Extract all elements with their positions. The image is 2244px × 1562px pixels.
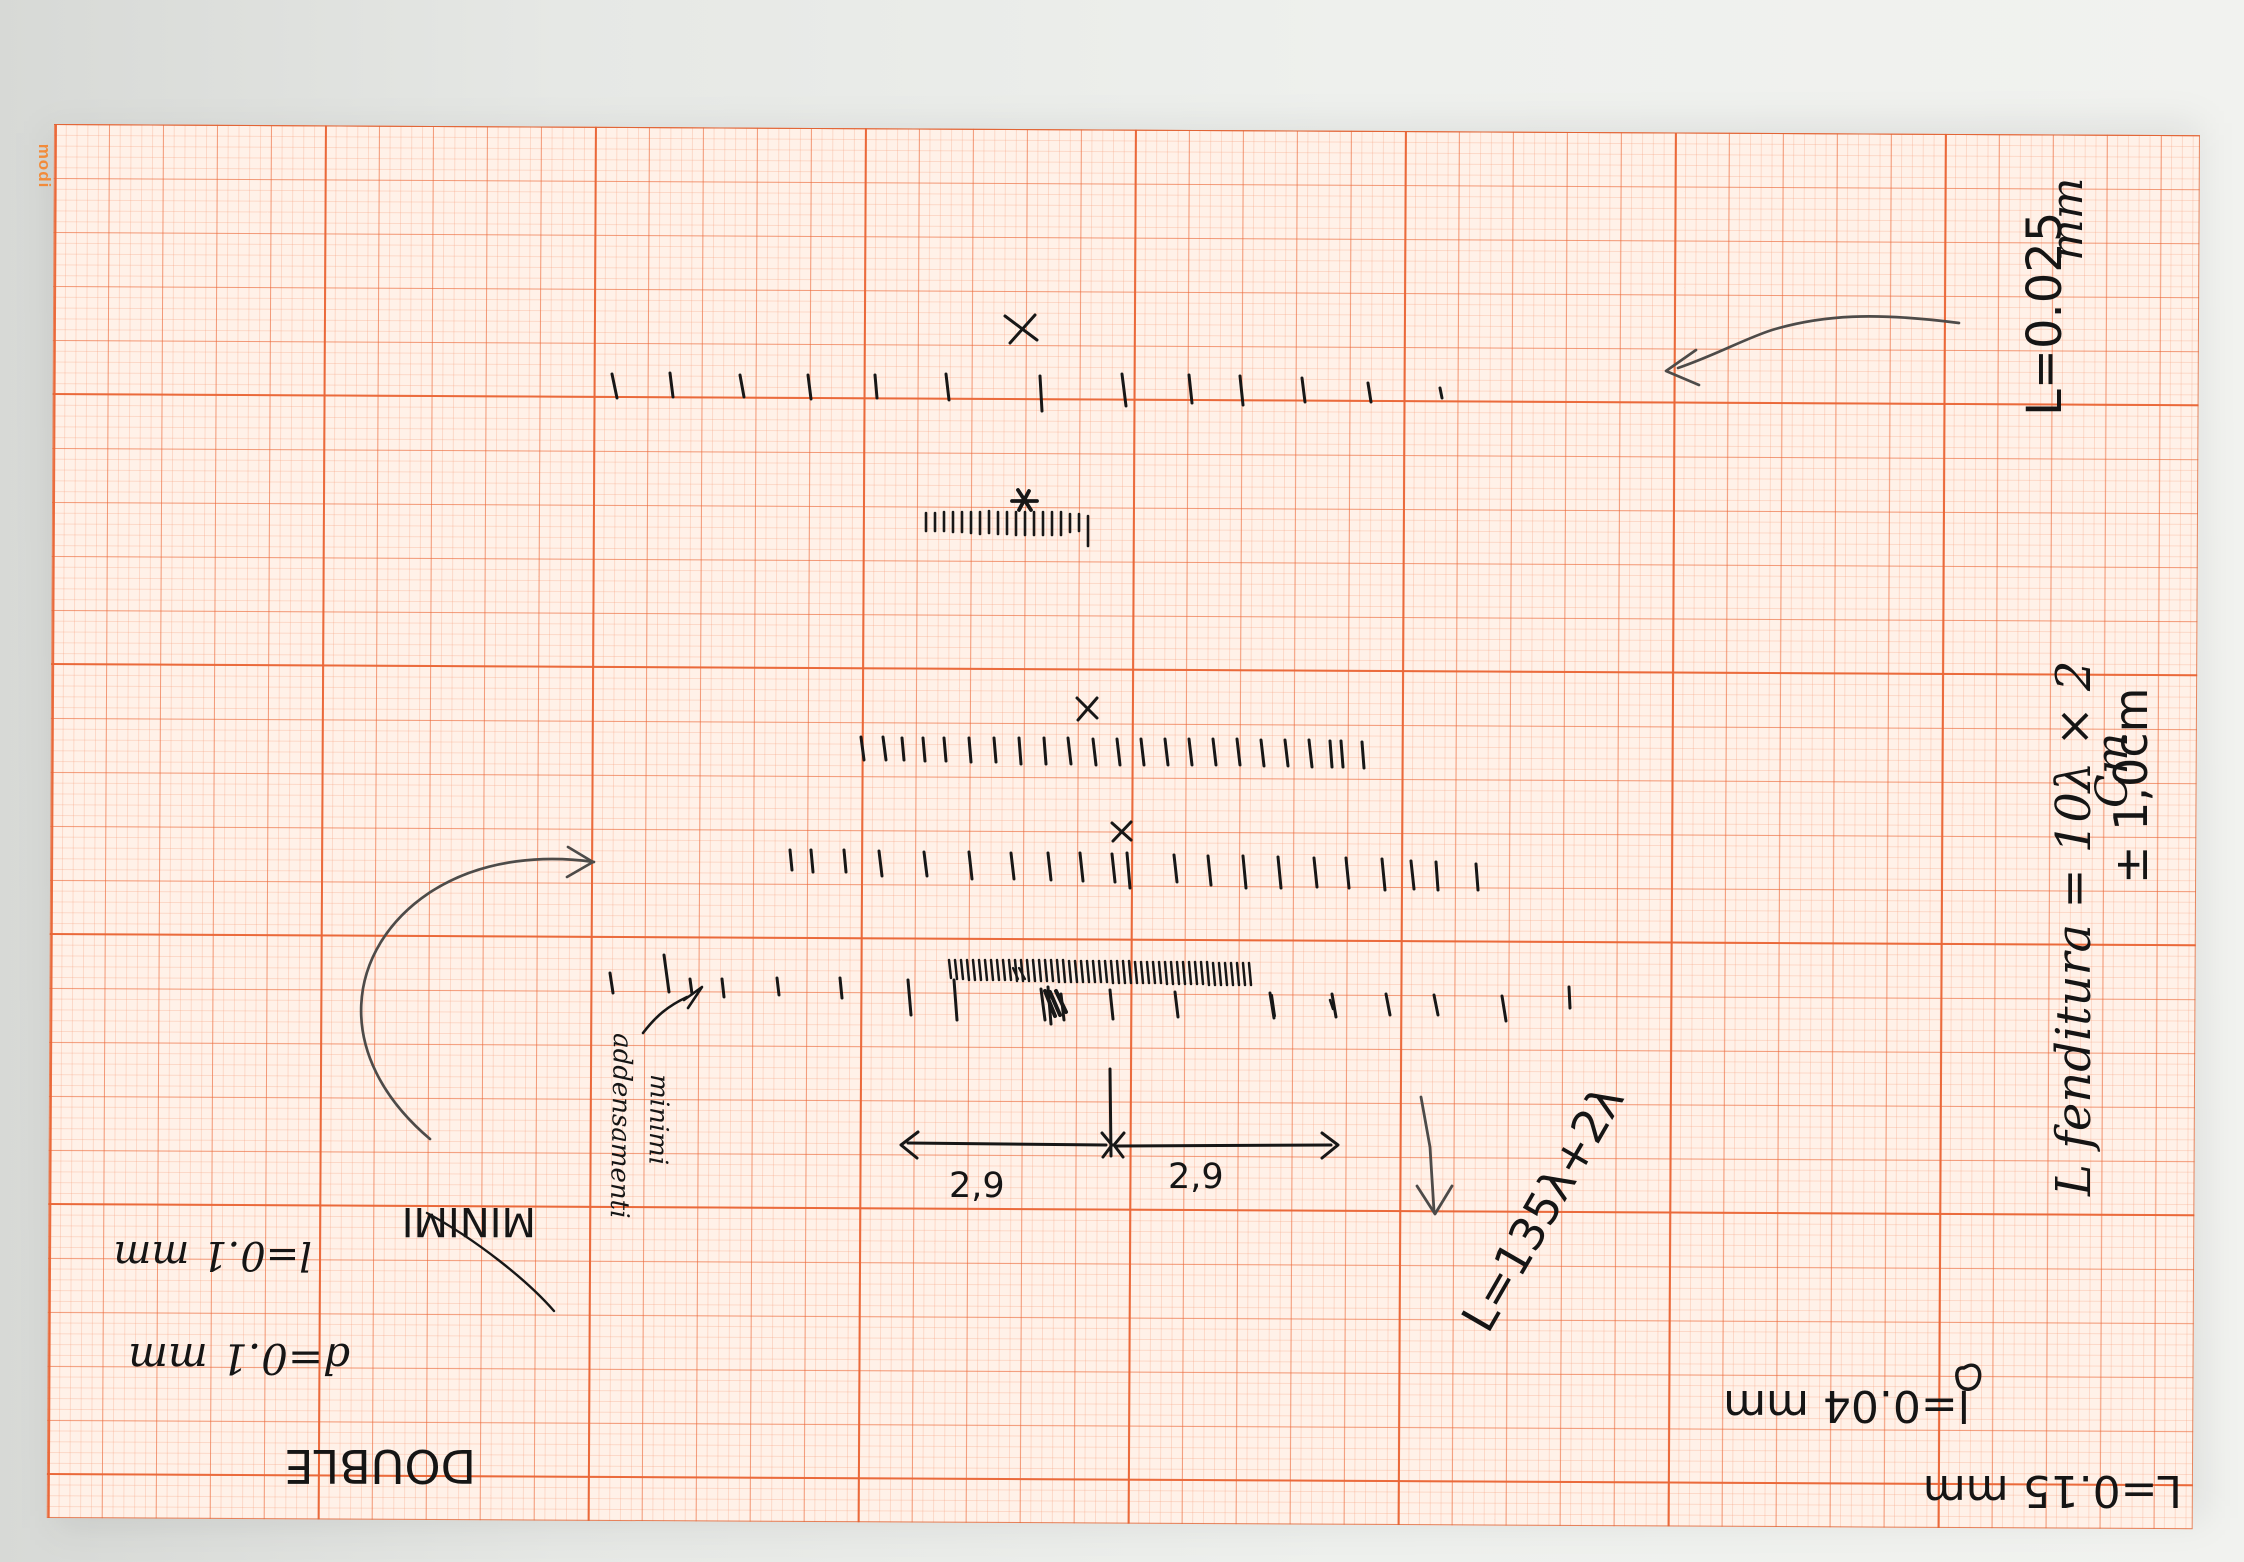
top-right-length: L=0.025 [2017,212,2073,416]
left-notes: addensamenti minimi DOUBLE d=0.1 mm l=0.… [114,845,704,1493]
top-right-unit: mm [2042,178,2093,261]
bottom-right-1: L=0.15 mm [1923,1465,2182,1516]
middle-fringe-row-1 [859,696,1366,770]
double-label: DOUBLE [284,1439,476,1493]
distance-left: 2,9 [949,1166,1005,1206]
right-formula-extra: ± 1,0cm [2104,688,2158,884]
middle-formula: L=135λ+2λ [1451,1076,1635,1340]
right-notes: L=0.025 mm L fenditura = 10λ × 2 Cm ± 1,… [1415,178,2182,1516]
bottom-right-2: l=0.04 mm [1723,1380,1970,1431]
double-d-value: d=0.1 mm [128,1334,350,1383]
right-formula-main: L fenditura = 10λ × 2 [2046,660,2102,1197]
middle-fringe-row-2 [788,820,1480,892]
measurement-arrows: 2,9 2,9 [899,1067,1340,1206]
dense-fringe-row [924,488,1090,548]
left-note-addensamenti: addensamenti [604,1033,637,1219]
left-note-minimi: minimi [642,1074,674,1166]
distance-right: 2,9 [1168,1157,1224,1197]
double-minimi: MINIMI [402,1198,536,1244]
lower-fringe-row [608,953,1572,1026]
double-l-value: l=0.1 mm [114,1232,313,1278]
top-fringe-row [610,313,1444,413]
right-formula-units: Cm [2087,733,2138,808]
